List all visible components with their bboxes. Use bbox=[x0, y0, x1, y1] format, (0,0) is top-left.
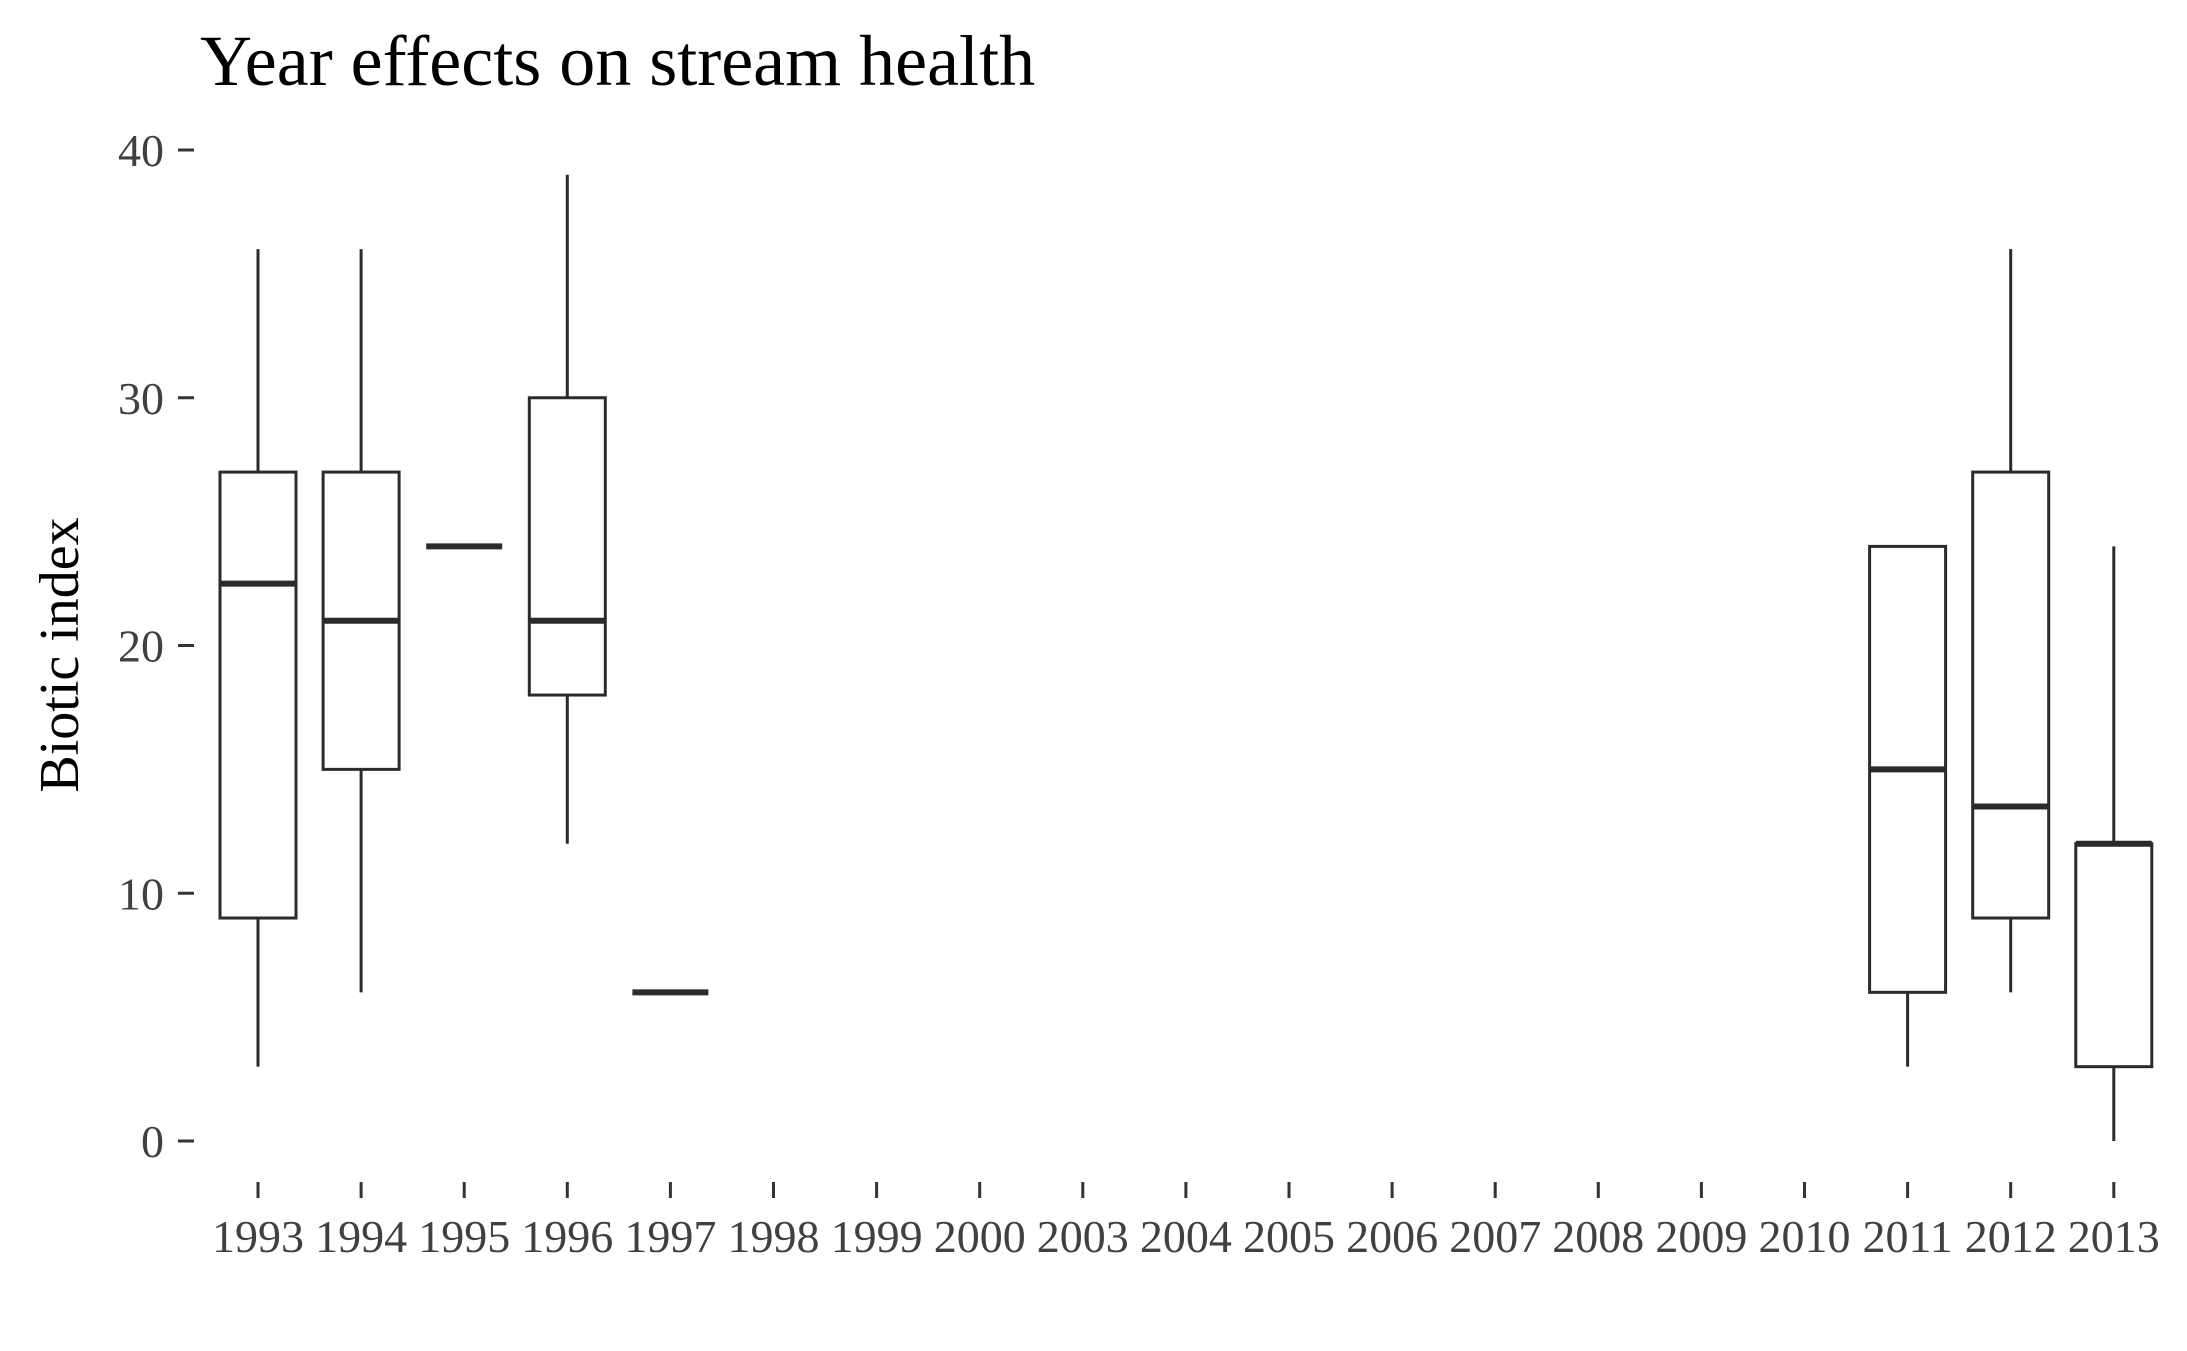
x-tick-label: 2011 bbox=[1862, 1211, 1952, 1262]
boxplot-1996 bbox=[527, 174, 607, 844]
x-tick-label: 1993 bbox=[212, 1211, 304, 1262]
x-tick-label: 2008 bbox=[1552, 1211, 1644, 1262]
y-tick-label: 10 bbox=[118, 868, 164, 919]
x-tick-label: 2005 bbox=[1243, 1211, 1335, 1262]
plot-area bbox=[218, 174, 2154, 1141]
x-tick-label: 2003 bbox=[1037, 1211, 1129, 1262]
x-tick-label: 2006 bbox=[1346, 1211, 1438, 1262]
y-tick-label: 30 bbox=[118, 373, 164, 424]
x-tick-label: 2007 bbox=[1449, 1211, 1541, 1262]
box-iqr bbox=[2074, 842, 2154, 1069]
boxplot-2011 bbox=[1868, 544, 1948, 1067]
x-tick-label: 2004 bbox=[1140, 1211, 1232, 1262]
y-axis-title: Biotic index bbox=[29, 517, 91, 792]
boxplot-2012 bbox=[1971, 249, 2051, 993]
x-axis: 1993 1994 1995 1996 1997 1998 1999 2000 2003 2004… bbox=[212, 1182, 2160, 1262]
x-tick-label: 2010 bbox=[1759, 1211, 1851, 1262]
boxplot-1993 bbox=[218, 249, 298, 1067]
x-tick-label: 1998 bbox=[728, 1211, 820, 1262]
box-iqr bbox=[527, 396, 607, 697]
box-iqr bbox=[218, 470, 298, 920]
x-tick-label: 1999 bbox=[831, 1211, 923, 1262]
x-tick-label: 2013 bbox=[2068, 1211, 2160, 1262]
x-tick-label: 1997 bbox=[624, 1211, 716, 1262]
y-tick-label: 20 bbox=[118, 621, 164, 672]
chart-title: Year effects on stream health bbox=[200, 21, 1035, 101]
x-tick-label: 1994 bbox=[315, 1211, 407, 1262]
box-iqr bbox=[1971, 470, 2051, 920]
x-tick-label: 2000 bbox=[934, 1211, 1026, 1262]
y-axis: 0 10 20 30 40 bbox=[118, 125, 194, 1167]
x-tick-label: 2012 bbox=[1965, 1211, 2057, 1262]
x-tick-label: 1995 bbox=[418, 1211, 510, 1262]
x-tick-label: 2009 bbox=[1655, 1211, 1747, 1262]
y-tick-label: 40 bbox=[118, 125, 164, 176]
boxplot-1994 bbox=[321, 249, 401, 993]
x-tick-label: 1996 bbox=[521, 1211, 613, 1262]
y-tick-label: 0 bbox=[141, 1116, 164, 1167]
boxplot-2013 bbox=[2074, 546, 2154, 1141]
